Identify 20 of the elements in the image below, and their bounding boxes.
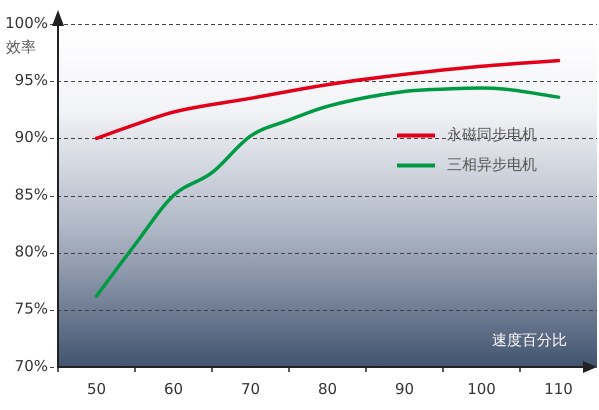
x-tick-label: 70 (240, 380, 260, 398)
y-tick-label: 85% (14, 185, 48, 204)
y-tick-label: 70% (14, 356, 48, 375)
y-tick-label: 95% (14, 71, 48, 90)
x-tick-label: 90 (394, 380, 414, 398)
y-tick-label: 100% (5, 14, 48, 32)
x-tick-label: 110 (544, 380, 573, 398)
x-tick-label: 80 (318, 380, 338, 398)
line-series (94, 86, 560, 298)
y-tick-label: 80% (14, 242, 48, 261)
x-axis-title: 速度百分比 (492, 330, 567, 349)
y-tick-label: 75% (14, 300, 48, 318)
x-tick-label: 60 (164, 380, 184, 398)
x-tick-label: 100 (467, 380, 496, 398)
y-tick-label: 90% (14, 128, 48, 146)
legend-label: 永磁同步电机 (447, 125, 537, 144)
line-series (94, 58, 560, 140)
y-axis-title: 效率 (6, 38, 36, 56)
legend-label: 三相异步电机 (447, 155, 537, 174)
x-tick-label: 50 (86, 380, 106, 398)
